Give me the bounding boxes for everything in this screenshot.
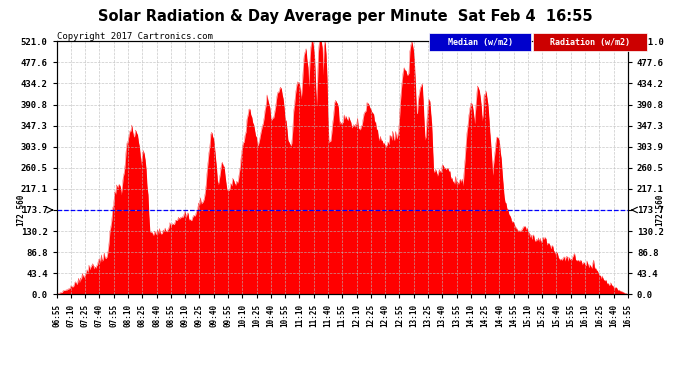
- Text: Radiation (w/m2): Radiation (w/m2): [550, 38, 629, 46]
- Text: 172.560: 172.560: [17, 194, 26, 226]
- Text: Copyright 2017 Cartronics.com: Copyright 2017 Cartronics.com: [57, 32, 213, 41]
- Text: Solar Radiation & Day Average per Minute  Sat Feb 4  16:55: Solar Radiation & Day Average per Minute…: [98, 9, 592, 24]
- Text: 172.560: 172.560: [655, 194, 664, 226]
- Text: Median (w/m2): Median (w/m2): [448, 38, 513, 46]
